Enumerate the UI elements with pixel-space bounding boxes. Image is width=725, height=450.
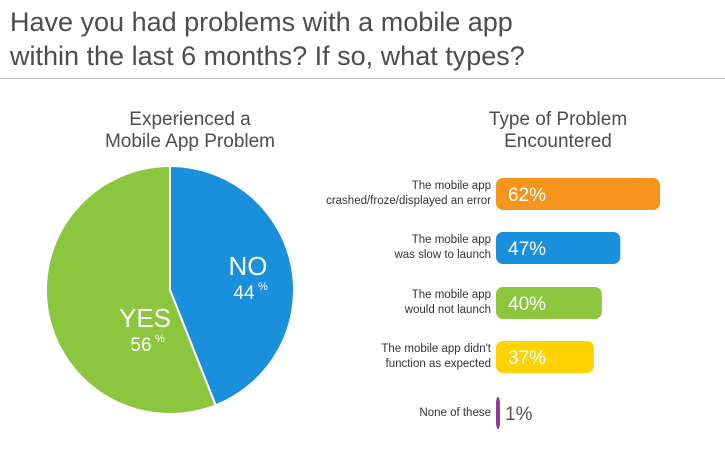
- pie-title-line-1: Experienced a: [129, 109, 251, 130]
- bar-category-label-line: would not launch: [404, 304, 491, 316]
- bar-value-label: 47%: [508, 239, 546, 260]
- title-divider: [0, 78, 725, 79]
- bar-category-label-line: None of these: [419, 406, 491, 419]
- bar-category-label-line: The mobile app: [411, 234, 491, 246]
- pie-slice-value: 44: [233, 283, 255, 304]
- bar-category-label-line: crashed/froze/displayed an error: [326, 195, 491, 207]
- bar: [496, 287, 602, 319]
- page-title-line-1: Have you had problems with a mobile app: [10, 7, 513, 37]
- bar-title-line-1: Type of Problem: [488, 109, 628, 130]
- bar-value-label: 37%: [508, 348, 546, 369]
- page-title-line-2: within the last 6 months? If so, what ty…: [10, 41, 525, 71]
- bar: [496, 232, 621, 264]
- pie-slice-unit: %: [258, 281, 268, 293]
- bar-value-label: 1%: [505, 404, 533, 425]
- pie-title-line-2: Mobile App Problem: [104, 131, 276, 152]
- bar: [496, 341, 594, 373]
- pie-slice-label: YES: [119, 303, 171, 333]
- bar-value-label: 62%: [508, 185, 546, 206]
- pie-slice-label: NO: [229, 251, 268, 281]
- bar-category-label-line: function as expected: [385, 358, 492, 370]
- pie-slice-yes: [45, 164, 217, 415]
- bar-category-label: None of these: [419, 406, 491, 421]
- bar-category-label: The mobile app crashed/froze/displayed an…: [326, 179, 491, 209]
- pie-slice-unit: %: [155, 333, 165, 345]
- bar-title-line-2: Encountered: [504, 131, 612, 152]
- bar-category-label: The mobile app would not launch: [405, 288, 491, 318]
- pie-slice-value: 56: [130, 335, 151, 356]
- bar-value-label: 40%: [508, 294, 546, 315]
- bar-category-label-line: The mobile app didn't: [381, 343, 491, 355]
- pie-chart-title: Experienced a Mobile App Problem: [70, 109, 310, 153]
- bar: [496, 178, 660, 210]
- page-title: Have you had problems with a mobile app …: [10, 5, 710, 73]
- bar-category-label: The mobile app was slow to launch: [394, 233, 491, 263]
- bar-chart-title: Type of Problem Encountered: [448, 109, 668, 153]
- bar-category-label: The mobile app didn't function as expecte…: [381, 342, 491, 372]
- bar-category-label-line: The mobile app: [411, 289, 491, 301]
- bar-category-label-line: was slow to launch: [394, 249, 491, 261]
- pie-slice-no: [169, 164, 295, 407]
- bar: [496, 397, 500, 429]
- bar-category-label-line: The mobile app: [411, 180, 491, 192]
